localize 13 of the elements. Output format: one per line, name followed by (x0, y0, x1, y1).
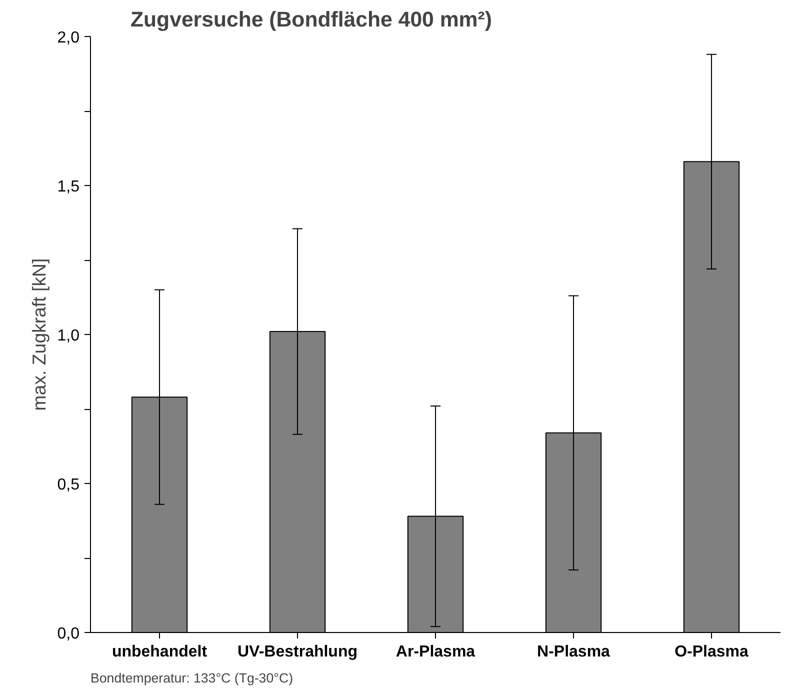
x-tick-label: O-Plasma (674, 644, 749, 660)
x-tick-label: Ar-Plasma (396, 644, 476, 660)
x-tick-label: UV-Bestrahlung (237, 644, 358, 660)
x-tick-label: N-Plasma (537, 644, 610, 660)
text: Bondtemperatur: 133°C (Tg-30°C) (90, 670, 294, 686)
chart-title: Zugversuche (Bondfläche 400 mm²) (130, 8, 492, 32)
y-tick-label: 1,0 (57, 328, 80, 344)
y-tick-label: 1,5 (57, 178, 80, 196)
y-tick-label: 2,0 (57, 30, 80, 46)
y-axis-title: max. Zugkraft [kN] (28, 258, 50, 411)
x-tick-label: unbehandelt (112, 644, 208, 660)
y-tick-label: 0,5 (57, 476, 80, 494)
y-tick-label: 0,0 (57, 626, 80, 642)
